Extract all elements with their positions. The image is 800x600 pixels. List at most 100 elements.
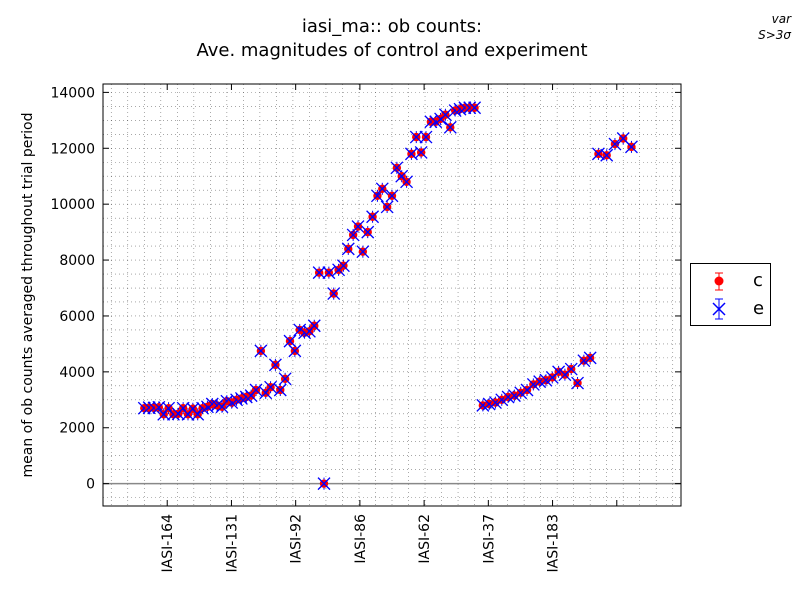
data-point-23 bbox=[249, 383, 263, 397]
data-point-37 bbox=[317, 477, 331, 491]
y-tick-label: 4000 bbox=[59, 365, 95, 381]
point-e-b bbox=[327, 287, 341, 301]
point-e-b bbox=[571, 376, 585, 390]
data-point-50 bbox=[380, 200, 394, 214]
point-e-b bbox=[351, 220, 365, 233]
data-point-46 bbox=[361, 225, 375, 239]
legend: c e bbox=[690, 263, 771, 326]
point-e-b bbox=[624, 140, 638, 154]
point-e-b bbox=[414, 146, 428, 159]
point-e-b bbox=[341, 242, 355, 256]
point-e-b bbox=[608, 137, 622, 151]
legend-marker-c bbox=[714, 272, 724, 291]
corner-annotation: var S>3σ bbox=[758, 11, 791, 43]
data-point-29 bbox=[278, 372, 292, 386]
point-e-b bbox=[361, 225, 375, 239]
point-e-b bbox=[249, 383, 263, 397]
point-e-b bbox=[254, 344, 268, 358]
axes-layer: 0 2000 4000 6000 8000 10000 12000 14000 IASI-164… bbox=[20, 83, 682, 573]
plot-frame bbox=[102, 83, 682, 507]
point-e-b bbox=[307, 319, 321, 333]
point-e-b bbox=[264, 380, 278, 394]
point-e-b bbox=[400, 175, 414, 189]
data-point-45 bbox=[356, 245, 370, 259]
y-tick-label: 12000 bbox=[50, 141, 95, 157]
data-point-57 bbox=[414, 146, 428, 159]
data-point-51 bbox=[385, 189, 399, 203]
y-tick-label: 6000 bbox=[59, 309, 95, 325]
point-e-b bbox=[220, 394, 234, 408]
point-e-b bbox=[409, 130, 423, 144]
point-e-b bbox=[273, 383, 287, 397]
point-e-b bbox=[438, 108, 452, 122]
data-point-b15 bbox=[571, 376, 585, 390]
point-e-b bbox=[616, 132, 630, 145]
y-tick-label: 0 bbox=[86, 477, 95, 493]
x-tick-label: IASI-164 bbox=[160, 514, 176, 573]
point-e-b bbox=[210, 398, 224, 412]
point-e-b bbox=[322, 266, 336, 280]
legend-entry-c: c bbox=[691, 268, 770, 294]
y-tick-label: 2000 bbox=[59, 421, 95, 437]
data-marks bbox=[137, 101, 638, 491]
y-tick-label: 10000 bbox=[50, 197, 95, 213]
point-e-b bbox=[288, 344, 302, 358]
y-tick-label: 14000 bbox=[50, 85, 95, 101]
point-e-b bbox=[176, 401, 190, 415]
chart-title-line-2: Ave. magnitudes of control and experimen… bbox=[196, 40, 588, 61]
corner-significance-label: S>3σ bbox=[758, 28, 791, 42]
data-point-27 bbox=[268, 358, 282, 372]
point-e-b bbox=[419, 130, 433, 144]
data-point-30 bbox=[283, 334, 297, 348]
point-e-b bbox=[404, 147, 418, 161]
data-point-54 bbox=[400, 175, 414, 189]
x-tick-label: IASI-62 bbox=[417, 514, 433, 564]
data-point-44 bbox=[351, 220, 365, 233]
point-e-b bbox=[312, 266, 326, 280]
point-e-b bbox=[278, 372, 292, 386]
point-e-b bbox=[390, 161, 404, 175]
legend-marker-e bbox=[712, 298, 726, 320]
data-point-63 bbox=[443, 120, 457, 134]
x-tick-label: IASI-86 bbox=[353, 514, 369, 564]
point-e-b bbox=[583, 351, 597, 365]
chart-title-line-1: iasi_ma:: ob counts: bbox=[301, 16, 483, 37]
grid-layer bbox=[103, 84, 681, 506]
x-tick-label: IASI-131 bbox=[224, 514, 240, 573]
legend-label-c: c bbox=[753, 270, 763, 291]
x-tick-label: IASI-37 bbox=[481, 514, 497, 564]
data-point-58 bbox=[419, 130, 433, 144]
point-e-b bbox=[600, 148, 614, 162]
point-e-b bbox=[366, 210, 380, 224]
data-point-36 bbox=[312, 266, 326, 280]
point-e-b bbox=[375, 182, 389, 196]
data-point-26 bbox=[264, 380, 278, 394]
legend-entry-e: e bbox=[691, 296, 770, 322]
x-tick-label: IASI-92 bbox=[289, 514, 305, 564]
legend-label-e: e bbox=[753, 298, 765, 319]
data-point-38 bbox=[322, 266, 336, 280]
data-point-b18 bbox=[591, 147, 605, 161]
data-point-62 bbox=[438, 108, 452, 122]
point-e-b bbox=[142, 401, 156, 415]
point-e-b bbox=[268, 358, 282, 372]
data-point-68 bbox=[468, 101, 482, 115]
point-e-b bbox=[564, 362, 578, 376]
data-point-28 bbox=[273, 383, 287, 397]
point-e-b bbox=[162, 401, 176, 415]
data-point-49 bbox=[375, 182, 389, 196]
point-e-b bbox=[346, 228, 360, 242]
point-e-b bbox=[356, 245, 370, 259]
corner-var-label: var bbox=[771, 12, 791, 26]
data-point-56 bbox=[409, 130, 423, 144]
point-e-b bbox=[205, 397, 219, 411]
data-point-b14 bbox=[564, 362, 578, 376]
point-e-b bbox=[385, 189, 399, 203]
y-axis-label: mean of ob counts averaged throughout tr… bbox=[20, 113, 36, 478]
data-point-42 bbox=[341, 242, 355, 256]
data-point-35 bbox=[307, 319, 321, 333]
data-point-24 bbox=[254, 344, 268, 358]
data-point-b19 bbox=[600, 148, 614, 162]
point-e-b bbox=[468, 101, 482, 115]
